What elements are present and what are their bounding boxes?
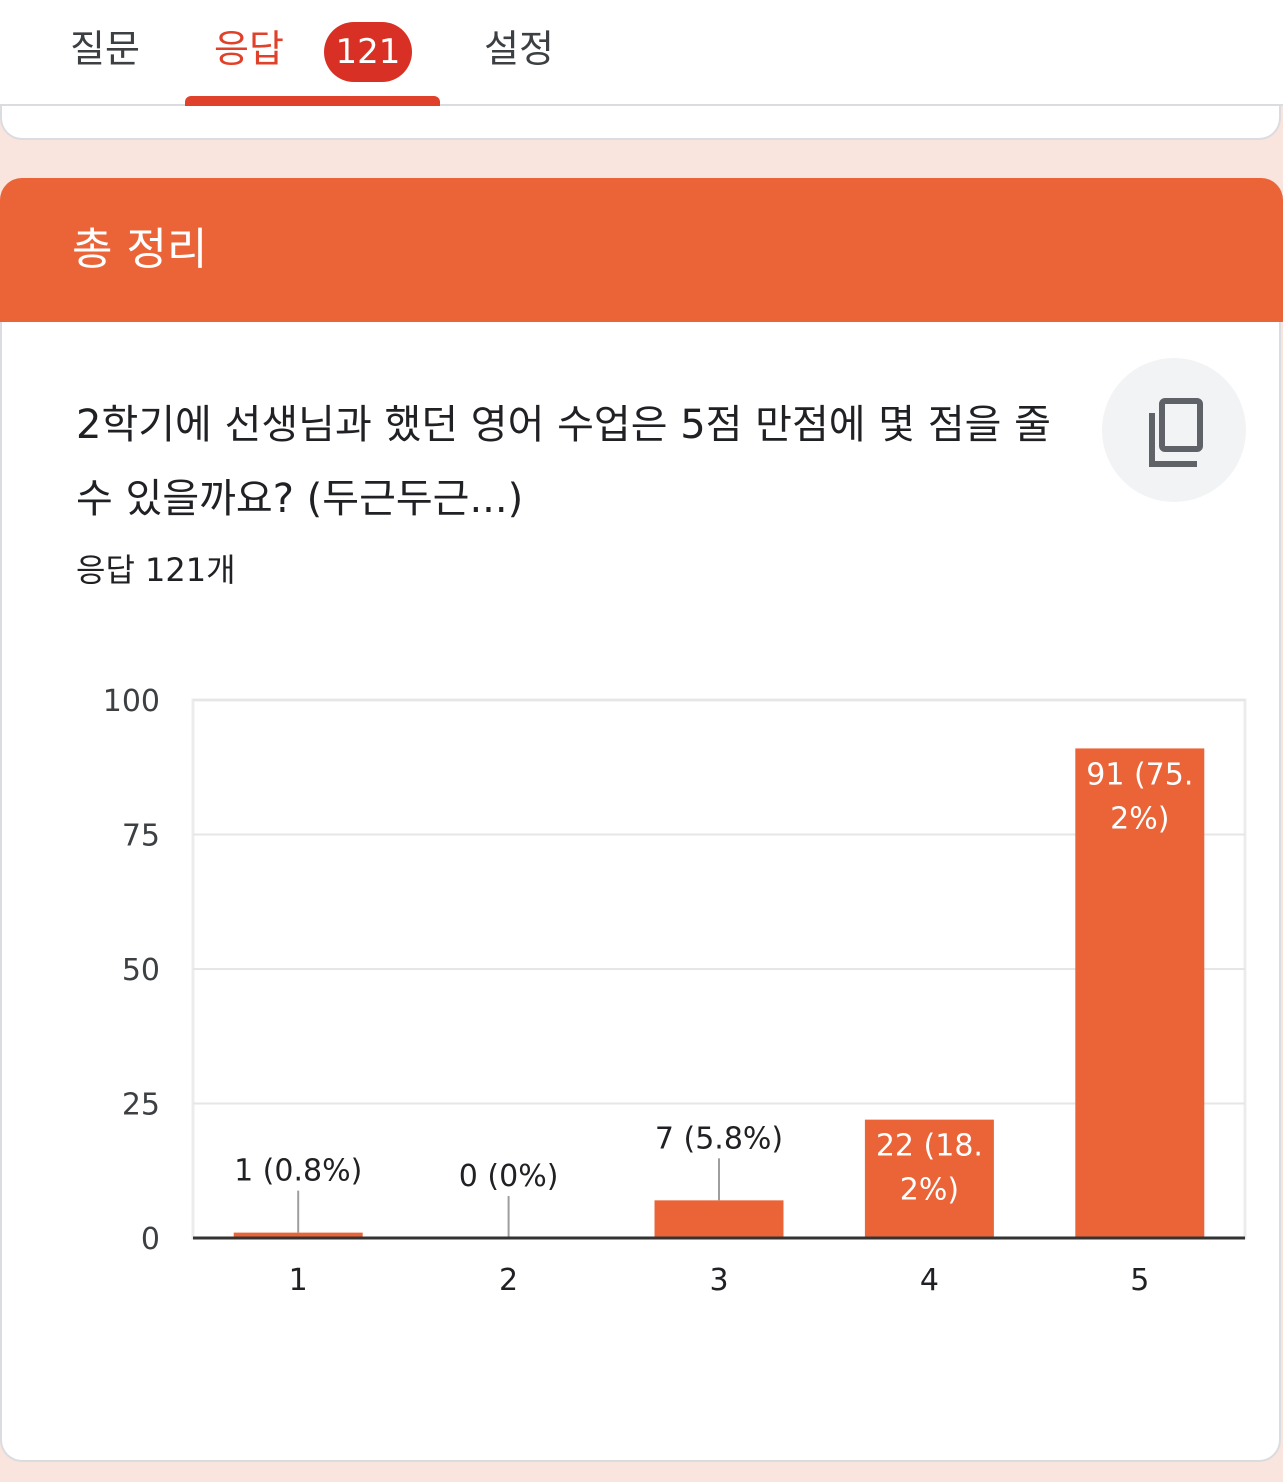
- data-label: 22 (18.: [876, 1129, 983, 1164]
- y-tick-label: 100: [103, 684, 160, 719]
- data-label: 91 (75.: [1086, 757, 1193, 792]
- x-tick-label: 1: [289, 1263, 308, 1298]
- x-tick-label: 5: [1130, 1263, 1149, 1298]
- y-tick-label: 50: [122, 953, 160, 988]
- previous-card-edge: [0, 106, 1281, 140]
- bar: [233, 1232, 363, 1238]
- data-label: 1 (0.8%): [234, 1154, 362, 1189]
- data-label: 2%): [1110, 801, 1169, 836]
- data-label: 7 (5.8%): [655, 1121, 783, 1156]
- section-title: 총 정리: [72, 224, 208, 275]
- y-tick-label: 0: [141, 1222, 160, 1257]
- data-label: 0 (0%): [459, 1159, 559, 1194]
- section-header: 총 정리: [0, 178, 1283, 322]
- y-tick-label: 25: [122, 1088, 160, 1123]
- question-title: 2학기에 선생님과 했던 영어 수업은 5점 만점에 몇 점을 줄 수 있을까요…: [76, 402, 1051, 522]
- tab-questions[interactable]: 질문: [70, 27, 140, 71]
- bar: [864, 1119, 994, 1238]
- tab-settings[interactable]: 설정: [484, 27, 554, 71]
- data-label: 2%): [900, 1173, 959, 1208]
- x-tick-label: 3: [709, 1263, 728, 1298]
- active-tab-indicator: [185, 96, 440, 106]
- bar: [1075, 748, 1205, 1238]
- top-tab-bar: 질문 응답 121 설정: [0, 0, 1283, 106]
- x-tick-label: 2: [499, 1263, 518, 1298]
- bar: [654, 1200, 784, 1238]
- response-count-badge: 121: [324, 22, 412, 82]
- x-tick-label: 4: [920, 1263, 939, 1298]
- tab-responses[interactable]: 응답: [214, 27, 284, 71]
- bar-chart: 0 25 50 75 100 1 (0.8%) 1 0 (0%) 2 7 (5.8%) 3 22 (1…: [103, 684, 1247, 1298]
- response-count: 응답 121개: [76, 551, 236, 589]
- copy-chart-button[interactable]: [1102, 358, 1246, 502]
- question-summary-card: 2학기에 선생님과 했던 영어 수업은 5점 만점에 몇 점을 줄 수 있을까요…: [0, 322, 1281, 1462]
- copy-icon: [1149, 398, 1203, 467]
- y-tick-label: 75: [122, 819, 160, 854]
